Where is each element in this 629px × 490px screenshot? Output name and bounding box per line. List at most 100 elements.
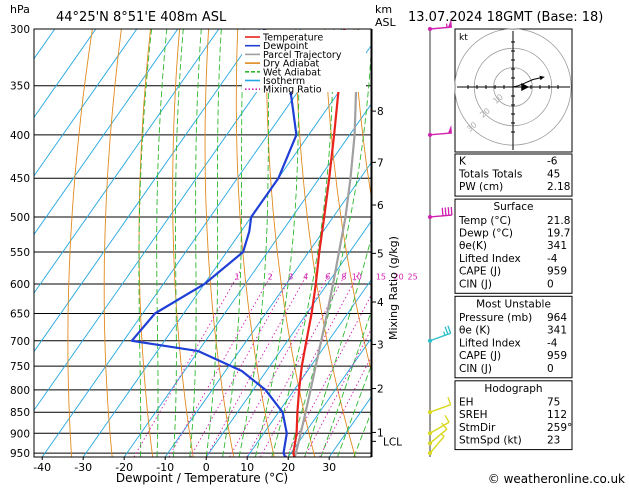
surface-table-row-value: 21.8: [547, 215, 570, 227]
hodograph-table-row-label: SREH: [459, 409, 488, 421]
pressure-tick-label: 500: [10, 212, 30, 224]
mixing-ratio-axis-label: Mixing Ratio (g/kg): [387, 236, 400, 340]
wind-barb-dot: [428, 215, 432, 219]
surface-table-row-label: CAPE (J): [459, 266, 501, 278]
height-tick-label: 2: [377, 384, 384, 396]
hodograph-table-row-label: StmDir: [459, 422, 496, 434]
pressure-tick-label: 750: [10, 361, 30, 373]
surface-table-row-label: θe(K): [459, 240, 487, 252]
most-unstable-table-row-value: -4: [547, 337, 558, 349]
hodograph-table-title: Hodograph: [484, 383, 542, 395]
height-tick-label: LCL: [383, 436, 402, 448]
surface-table-row-value: 959: [547, 266, 567, 278]
hodograph-table-row-value: 75: [547, 397, 560, 409]
most-unstable-table-row-label: Lifted Index: [459, 337, 521, 349]
mixing-ratio-tick-label: 4: [303, 273, 308, 282]
mixing-ratio-tick-label: 3: [288, 273, 293, 282]
hpa-unit-label: hPa: [10, 3, 30, 16]
surface-table-row-label: CIN (J): [459, 278, 492, 290]
pressure-tick-label: 350: [10, 81, 30, 93]
pressure-tick-label: 650: [10, 309, 30, 321]
most-unstable-table-row-value: 0: [547, 363, 554, 375]
surface-table-row-label: Temp (°C): [458, 215, 511, 227]
height-tick-label: 6: [377, 200, 384, 212]
most-unstable-table-row-value: 964: [547, 312, 567, 324]
wind-barb-staff: [430, 215, 452, 217]
hodograph-table-row-label: EH: [459, 397, 474, 409]
wind-barb-dot: [428, 441, 432, 445]
x-tick-label: -40: [33, 461, 51, 474]
mixing-ratio-tick-label: 8: [341, 273, 346, 282]
surface-table-row-label: Dewp (°C): [459, 228, 513, 240]
indices-table-row-value: 45: [547, 168, 560, 180]
datetime-label: 13.07.2024 18GMT (Base: 18): [408, 10, 603, 25]
wind-barb-flag: [448, 326, 451, 334]
legend-entry: Mixing Ratio: [263, 85, 322, 96]
height-tick-label: 8: [377, 106, 384, 118]
wind-barb: [428, 415, 449, 435]
pressure-tick-label: 700: [10, 336, 30, 348]
dry-adiabat-line: [615, 29, 629, 457]
hodograph-table-row-value: 259°: [547, 422, 572, 434]
mixing-ratio-tick-label: 1: [234, 273, 239, 282]
surface-table-row-value: 0: [547, 278, 554, 290]
location-label: 44°25'N 8°51'E 408m ASL: [56, 10, 227, 25]
wind-barbs: [428, 19, 452, 457]
most-unstable-table-row-value: 341: [547, 325, 567, 337]
indices-table-row-value: -6: [547, 156, 558, 168]
indices-table-row-label: PW (cm): [459, 181, 503, 193]
mixing-ratio-tick-label: 2: [268, 273, 273, 282]
mixing-ratio-tick-label: 10: [352, 273, 362, 282]
most-unstable-table-row-label: θe (K): [459, 325, 490, 337]
wind-barb-flag: [448, 207, 449, 215]
wind-barb-flag: [442, 208, 443, 216]
most-unstable-table-row-label: CIN (J): [459, 363, 492, 375]
most-unstable-table-title: Most Unstable: [476, 298, 551, 310]
x-tick-label: -30: [74, 461, 92, 474]
wind-barb-flag: [445, 208, 446, 216]
wind-barb-dot: [428, 451, 432, 455]
pressure-tick-label: 950: [10, 448, 30, 460]
wind-barb-flag: [445, 415, 449, 422]
wind-barb-dot: [428, 27, 432, 31]
indices-table-row-value: 2.18: [547, 181, 570, 193]
wind-barb-dot: [428, 410, 432, 414]
asl-unit-label: ASL: [375, 16, 397, 29]
copyright-label: © weatheronline.co.uk: [488, 472, 625, 486]
pressure-tick-label: 600: [10, 279, 30, 291]
hodograph-table-row-label: StmSpd (kt): [459, 435, 522, 447]
wind-barb-flag: [448, 397, 451, 405]
hodograph-table-row-value: 23: [547, 435, 560, 447]
mixing-ratio-tick-label: 25: [408, 273, 418, 282]
height-tick-label: 3: [377, 339, 384, 351]
mixing-ratio-tick-label: 6: [325, 273, 330, 282]
height-tick-label: 5: [377, 248, 384, 260]
x-tick-label: 30: [322, 461, 336, 474]
wind-barb-staff: [430, 436, 444, 453]
pressure-tick-label: 850: [10, 407, 30, 419]
pressure-tick-label: 300: [10, 24, 30, 36]
pressure-tick-label: 400: [10, 130, 30, 142]
wind-barb-flag: [451, 207, 452, 215]
surface-table-row-value: 19.7: [547, 228, 570, 240]
surface-table-row-value: -4: [547, 253, 558, 265]
most-unstable-table-row-label: Pressure (mb): [459, 312, 532, 324]
hodograph-unit-label: kt: [459, 33, 468, 43]
dry-adiabat-line: [586, 29, 629, 457]
wind-barb-dot: [428, 339, 432, 343]
wind-barb-dot: [428, 431, 432, 435]
wind-barb-half-flag: [441, 434, 444, 437]
most-unstable-table-row-label: CAPE (J): [459, 350, 501, 362]
wind-barb-staff: [430, 333, 451, 341]
x-axis-label: Dewpoint / Temperature (°C): [116, 471, 288, 485]
wind-barb: [428, 326, 451, 343]
pressure-tick-label: 800: [10, 385, 30, 397]
wind-barb-staff: [430, 405, 451, 413]
surface-table-row-label: Lifted Index: [459, 253, 521, 265]
indices-table-row-label: Totals Totals: [458, 168, 522, 180]
pressure-tick-label: 900: [10, 428, 30, 440]
